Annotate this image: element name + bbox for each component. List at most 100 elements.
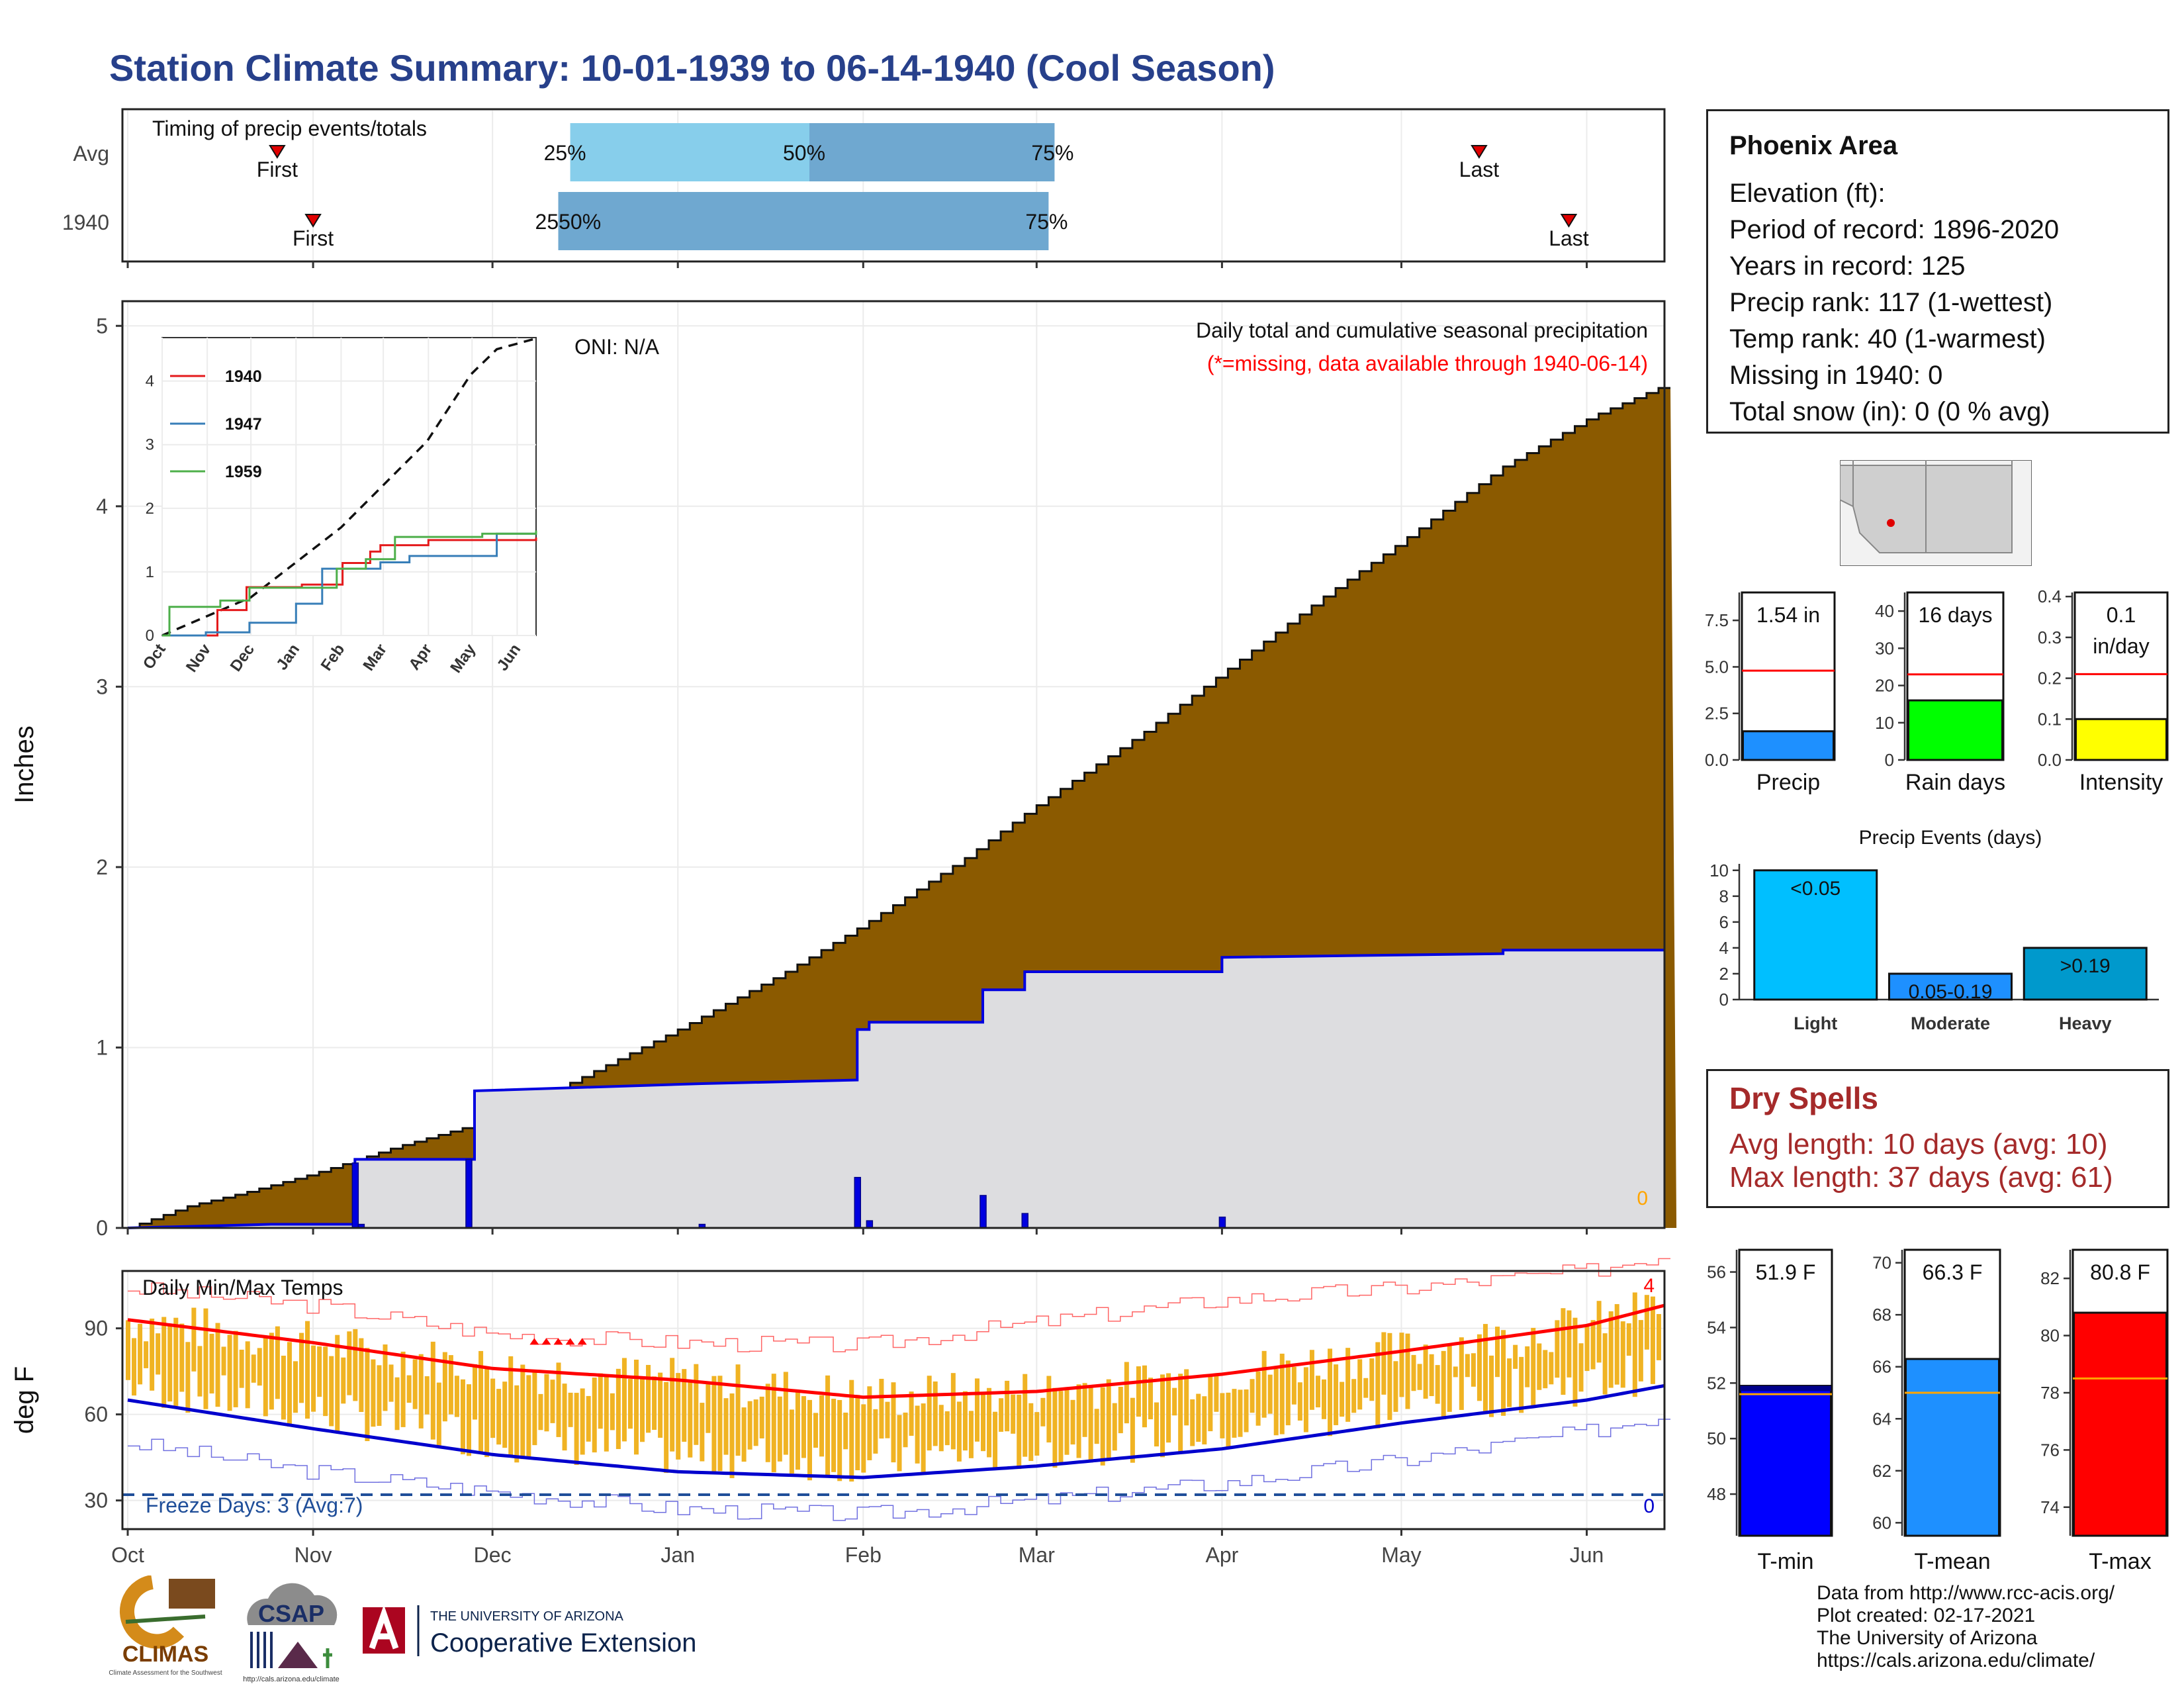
mini-precip-ytick-label-2.5: 2.5	[1705, 704, 1729, 724]
mini-tmax-label: T-max	[2089, 1549, 2151, 1574]
daily-precip-bar-6	[979, 1195, 987, 1229]
mini-tmax-ytick-label-76: 76	[2040, 1440, 2060, 1460]
temp-bar-174	[1166, 1373, 1171, 1443]
temp-bar-127	[885, 1401, 890, 1438]
timing-marker-label-1940-first: First	[293, 226, 334, 250]
temp-bar-91	[670, 1358, 675, 1452]
credit-url: https://cals.arizona.edu/climate/	[1817, 1650, 2095, 1671]
temp-bar-247	[1602, 1333, 1608, 1395]
month-label-mar: Mar	[1019, 1543, 1055, 1567]
temps-frame	[121, 1270, 1666, 1530]
daily-precip-bar-0	[351, 1162, 359, 1229]
timing-marker-1940-last-icon	[1560, 214, 1578, 228]
temp-bar-231	[1507, 1358, 1512, 1407]
temp-bar-17	[227, 1335, 232, 1411]
temp-bar-224	[1465, 1354, 1470, 1378]
mini-tmin-label: T-min	[1758, 1549, 1814, 1574]
temp-bar-204	[1345, 1348, 1351, 1422]
temp-bar-92	[676, 1373, 681, 1460]
ua-a-letter-icon	[369, 1605, 399, 1650]
temp-bar-165	[1112, 1403, 1117, 1451]
temp-bar-102	[735, 1364, 741, 1456]
mini-tmean-label: T-mean	[1914, 1549, 1990, 1574]
mini-tmin-bar	[1739, 1385, 1832, 1537]
temp-bar-248	[1608, 1311, 1614, 1388]
temp-bar-105	[753, 1399, 758, 1446]
temp-bar-185	[1232, 1389, 1237, 1438]
temp-bar-147	[1005, 1380, 1010, 1432]
location-map	[1840, 460, 2032, 566]
temp-bar-182	[1214, 1373, 1219, 1412]
mini-intensity-bar	[2075, 718, 2167, 761]
temp-bar-33	[323, 1346, 328, 1417]
temp-bar-69	[538, 1393, 543, 1430]
temp-bar-12	[197, 1346, 203, 1397]
temp-bar-40	[365, 1348, 370, 1442]
temp-bar-2	[138, 1323, 143, 1385]
mini-tmax-ytick-label-78: 78	[2040, 1383, 2060, 1403]
mini-intensity-ytick-label-0.3: 0.3	[2038, 628, 2062, 647]
timing-label-1940-75: 75%	[1025, 210, 1068, 234]
oni-label: ONI: N/A	[574, 335, 660, 359]
credit-data-source: Data from http://www.rcc-acis.org/	[1817, 1582, 2115, 1604]
temp-bar-194	[1285, 1360, 1291, 1426]
mini-tmin-ytick-label-56: 56	[1707, 1262, 1726, 1282]
temp-bar-146	[999, 1398, 1004, 1432]
climas-logo-block-icon	[169, 1579, 215, 1609]
temp-bar-77	[586, 1395, 591, 1442]
mini-intensity-ytick-label-0.1: 0.1	[2038, 709, 2062, 729]
temp-bar-149	[1017, 1394, 1022, 1470]
mini-tmax-value: 80.8 F	[2090, 1260, 2150, 1284]
temp-bar-253	[1638, 1320, 1643, 1382]
inset-ytick-label-0: 0	[146, 627, 154, 645]
mini-tmean-bar	[1905, 1358, 2000, 1537]
temp-bar-233	[1519, 1356, 1524, 1413]
temp-bar-60	[484, 1368, 490, 1458]
freeze-note: Freeze Days: 3 (Avg:7)	[146, 1493, 363, 1517]
temp-bar-212	[1393, 1361, 1398, 1412]
timing-chart: Timing of precip events/totals Avg 1940 …	[62, 108, 1666, 268]
daily-precip-bar-7	[1021, 1213, 1029, 1229]
temp-bar-14	[209, 1333, 214, 1394]
dry-spells-max: Max length: 37 days (avg: 61)	[1729, 1161, 2113, 1194]
daily-precip-bar-4	[854, 1176, 862, 1229]
inset-series-line-1959	[162, 530, 537, 637]
temp-bar-251	[1626, 1323, 1631, 1356]
season-cumulative-line	[127, 949, 1664, 1229]
temp-bar-55	[454, 1376, 459, 1417]
record-high-mark-icon-4	[577, 1338, 587, 1345]
events-ytick-label-8: 8	[1719, 886, 1729, 906]
daily-precip-bar-2	[465, 1158, 473, 1229]
timing-row-label-1940: 1940	[62, 211, 109, 234]
timing-label-1940-2550: 2550%	[535, 210, 602, 234]
temp-bar-171	[1148, 1378, 1153, 1420]
temp-bar-138	[950, 1373, 956, 1450]
temp-bar-68	[532, 1372, 537, 1446]
temp-bar-108	[771, 1374, 776, 1473]
temp-bar-215	[1411, 1354, 1416, 1391]
mini-precip-bar	[1742, 730, 1835, 761]
temp-bar-115	[813, 1413, 819, 1448]
temp-bar-47	[406, 1375, 412, 1403]
temp-bar-242	[1572, 1317, 1578, 1407]
events-bar-heavy	[2023, 947, 2148, 1001]
timing-marker-label-1940-last: Last	[1549, 226, 1589, 250]
temp-bar-57	[466, 1384, 471, 1456]
temp-bar-42	[377, 1365, 382, 1427]
temp-bar-222	[1453, 1366, 1458, 1378]
temp-bar-217	[1423, 1344, 1428, 1399]
temp-bar-136	[938, 1405, 944, 1452]
station-name: Phoenix Area	[1729, 131, 1898, 160]
inset-legend-label-1959: 1959	[225, 463, 262, 481]
temp-bar-172	[1154, 1402, 1160, 1447]
temp-bar-216	[1417, 1364, 1422, 1390]
temp-bar-178	[1190, 1399, 1195, 1446]
temp-bar-213	[1399, 1333, 1404, 1397]
temp-bar-83	[621, 1358, 627, 1442]
temp-bar-67	[526, 1375, 531, 1459]
temp-bar-97	[705, 1384, 711, 1433]
temp-bar-120	[843, 1412, 848, 1450]
temp-bar-65	[514, 1385, 520, 1463]
temp-bar-45	[394, 1377, 400, 1430]
season-precip-summary: 0.0 2.5 5.0 7.5 1.54 in Precip 0 10 20 30 40 16 day…	[1705, 586, 2169, 795]
